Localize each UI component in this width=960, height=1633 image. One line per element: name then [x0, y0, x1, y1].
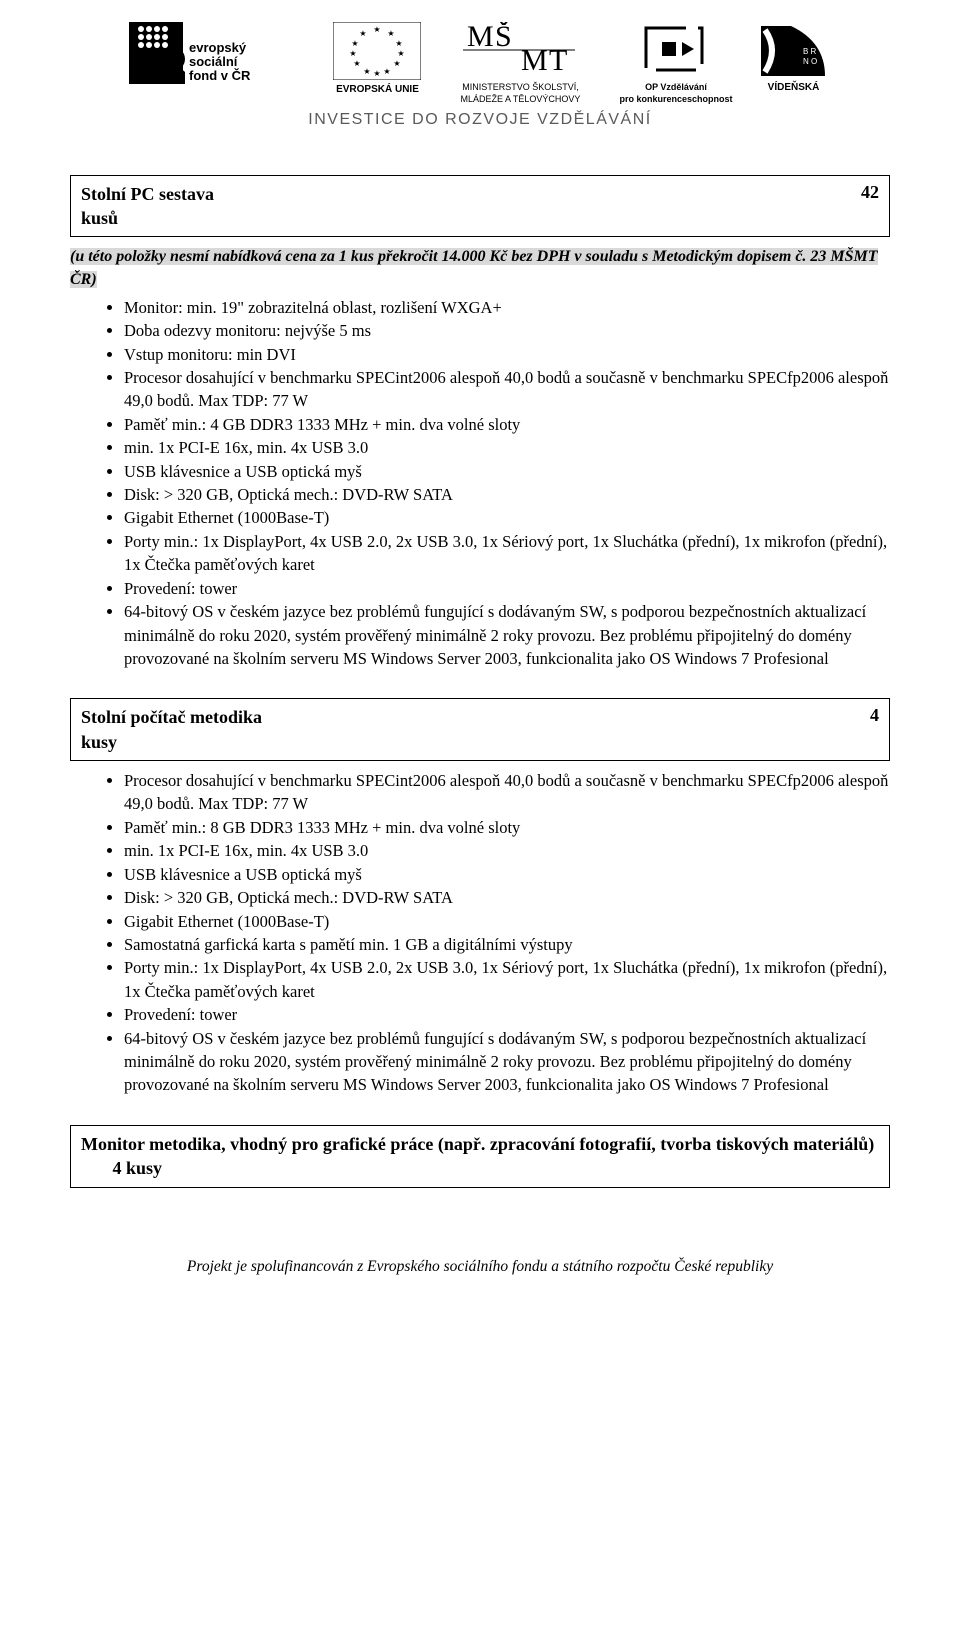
svg-text:Š: Š [495, 22, 512, 53]
svg-text:★: ★ [398, 49, 405, 58]
list-item: Monitor: min. 19" zobrazitelná oblast, r… [124, 296, 890, 319]
section1-title: Stolní PC sestava [81, 184, 214, 204]
svg-text:★: ★ [388, 29, 395, 38]
section1-title2: kusů [81, 208, 118, 228]
esf-text1: evropský [189, 40, 247, 55]
svg-text:M: M [467, 22, 494, 53]
videnska-label: VÍDEŇSKÁ [768, 82, 820, 94]
op-logo: OP Vzdělávání pro konkurenceschopnost [619, 22, 732, 105]
list-item: Paměť min.: 4 GB DDR3 1333 MHz + min. dv… [124, 413, 890, 436]
list-item: Disk: > 320 GB, Optická mech.: DVD-RW SA… [124, 483, 890, 506]
section3-qty: 4 kusy [113, 1158, 163, 1178]
list-item: Procesor dosahující v benchmarku SPECint… [124, 769, 890, 816]
svg-text:★: ★ [394, 59, 401, 68]
list-item: Doba odezvy monitoru: nejvýše 5 ms [124, 319, 890, 342]
list-item: USB klávesnice a USB optická myš [124, 460, 890, 483]
section2-title: Stolní počítač metodika [81, 707, 262, 727]
list-item: Gigabit Ethernet (1000Base-T) [124, 910, 890, 933]
list-item: 64-bitový OS v českém jazyce bez problém… [124, 1027, 890, 1097]
eu-logo: ★ ★ ★ ★ ★ ★ ★ ★ ★ ★ ★ ★ EVROPSKÁ UNIE [333, 22, 421, 96]
svg-text:★: ★ [374, 25, 381, 34]
op-line1: OP Vzdělávání [645, 82, 707, 92]
msmt-line2: MLÁDEŽE A TĚLOVÝCHOVY [461, 94, 581, 104]
svg-text:M: M [521, 44, 548, 77]
esf-logo: evropský sociální fond v ČR [129, 22, 309, 100]
svg-text:★: ★ [374, 69, 381, 78]
section3-box: Monitor metodika, vhodný pro grafické pr… [70, 1125, 890, 1188]
list-item: min. 1x PCI-E 16x, min. 4x USB 3.0 [124, 436, 890, 459]
esf-text3: fond v ČR [189, 68, 251, 83]
svg-text:★: ★ [396, 39, 403, 48]
svg-text:N O: N O [803, 57, 817, 66]
section1-box: Stolní PC sestava kusů 42 [70, 175, 890, 238]
eu-label: EVROPSKÁ UNIE [336, 84, 419, 96]
section2-qty: 4 [852, 705, 879, 726]
op-line2: pro konkurenceschopnost [619, 94, 732, 104]
header-tagline: INVESTICE DO ROZVOJE VZDĚLÁVÁNÍ [0, 111, 960, 147]
list-item: Provedení: tower [124, 1003, 890, 1026]
videnska-logo: B R N O VÍDEŇSKÁ [757, 22, 831, 94]
list-item: Gigabit Ethernet (1000Base-T) [124, 506, 890, 529]
list-item: Procesor dosahující v benchmarku SPECint… [124, 366, 890, 413]
list-item: Porty min.: 1x DisplayPort, 4x USB 2.0, … [124, 530, 890, 577]
svg-text:★: ★ [352, 39, 359, 48]
footer-text: Projekt je spolufinancován z Evropského … [0, 1196, 960, 1304]
section1-qty: 42 [843, 182, 879, 203]
section1-list: Monitor: min. 19" zobrazitelná oblast, r… [70, 296, 890, 671]
list-item: min. 1x PCI-E 16x, min. 4x USB 3.0 [124, 839, 890, 862]
section2-title2: kusy [81, 732, 117, 752]
list-item: Paměť min.: 8 GB DDR3 1333 MHz + min. dv… [124, 816, 890, 839]
svg-text:★: ★ [384, 67, 391, 76]
list-item: Provedení: tower [124, 577, 890, 600]
msmt-logo: M Š M T MINISTERSTVO ŠKOLSTVÍ, MLÁDEŽE A… [445, 22, 595, 105]
section2-box: Stolní počítač metodika kusy 4 [70, 698, 890, 761]
header-logos: evropský sociální fond v ČR ★ ★ ★ ★ ★ ★ … [0, 0, 960, 111]
list-item: Disk: > 320 GB, Optická mech.: DVD-RW SA… [124, 886, 890, 909]
esf-text2: sociální [189, 54, 238, 69]
section3-title: Monitor metodika, vhodný pro grafické pr… [81, 1134, 874, 1154]
list-item: Vstup monitoru: min DVI [124, 343, 890, 366]
svg-text:★: ★ [360, 29, 367, 38]
section2-list: Procesor dosahující v benchmarku SPECint… [70, 769, 890, 1097]
list-item: Porty min.: 1x DisplayPort, 4x USB 2.0, … [124, 956, 890, 1003]
section1-note: (u této položky nesmí nabídková cena za … [70, 245, 890, 291]
svg-text:★: ★ [354, 59, 361, 68]
svg-text:T: T [549, 44, 567, 77]
svg-text:★: ★ [350, 49, 357, 58]
list-item: USB klávesnice a USB optická myš [124, 863, 890, 886]
svg-text:B R: B R [803, 47, 817, 56]
svg-text:★: ★ [364, 67, 371, 76]
list-item: Samostatná garfická karta s pamětí min. … [124, 933, 890, 956]
list-item: 64-bitový OS v českém jazyce bez problém… [124, 600, 890, 670]
msmt-line1: MINISTERSTVO ŠKOLSTVÍ, [462, 82, 579, 92]
